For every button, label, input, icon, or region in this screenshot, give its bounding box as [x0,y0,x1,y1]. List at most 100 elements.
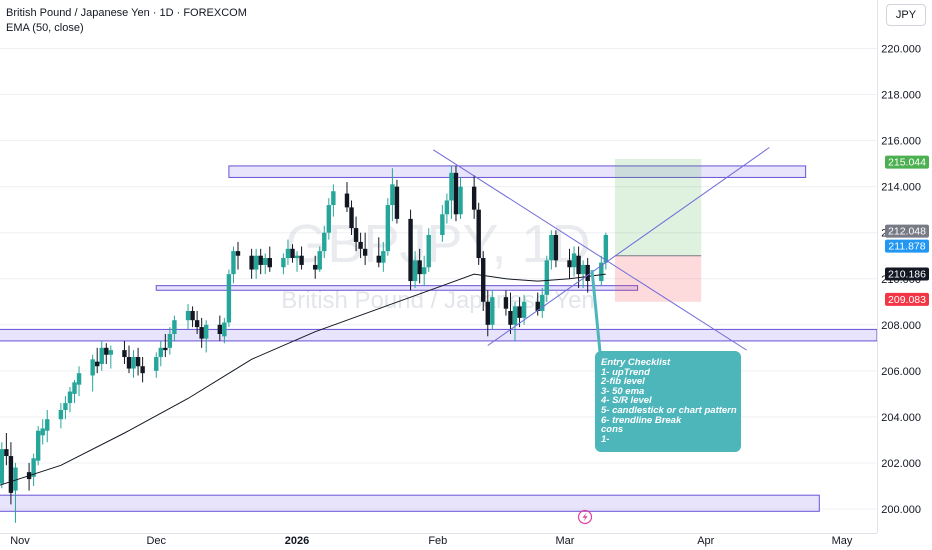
y-tick-label: 202.000 [881,458,921,470]
candle-body [104,347,109,355]
candle-body [72,382,77,394]
ema-legend[interactable]: EMA (50, close) [6,22,84,34]
note-line: 5- candlestick or chart pattern [601,404,737,416]
candle-body [481,258,486,302]
candle-body [544,260,550,295]
candle-body [408,218,413,282]
candle-body [0,449,5,484]
candle-body [381,251,386,263]
y-tick-label: 200.000 [881,504,921,516]
price-tag [885,292,929,306]
candle-body [63,403,68,410]
candle-body [76,373,82,385]
x-tick-label: 2026 [285,535,309,547]
ema-line [0,273,606,486]
candle-body [217,324,223,335]
note-line: cons [601,424,624,436]
candle-body [249,255,254,270]
long-position-tool[interactable] [614,159,702,302]
y-tick-label: 204.000 [881,412,921,424]
candle-body [35,430,41,461]
sr-zones[interactable] [0,165,878,512]
y-tick-label: 220.000 [881,44,921,56]
candle-body [40,428,45,436]
candle-body [485,301,490,325]
price-tag [885,224,929,238]
candle-body [576,255,581,275]
candle-body [222,322,227,337]
candle-body [394,186,400,219]
sr-zone [228,165,807,178]
price-tag-label: 215.044 [888,157,926,169]
note-line: Entry Checklist [601,357,671,368]
candle-body [285,248,291,259]
candle-body [549,235,554,261]
candle-body [126,357,132,369]
entry-checklist-note[interactable]: Entry Checklist 1- upTrend 2-fib level 3- 5… [595,351,741,452]
lightning-icon[interactable] [577,509,593,525]
y-tick-label: 216.000 [881,136,921,148]
candle-body [13,467,18,491]
candle-body [190,310,195,321]
profit-zone [614,159,702,256]
candle-body [194,320,200,328]
price-tag-label: 212.048 [888,226,926,238]
candle-body [567,260,572,268]
candle-body [299,255,304,265]
candle-body [45,419,50,431]
price-tag [885,155,929,169]
candle-body [281,258,286,268]
candle-body [90,359,95,376]
candle-body [199,327,204,339]
candle-body [344,193,350,208]
candle-body [317,251,322,270]
candle-body [231,251,236,275]
candle-body [140,366,145,374]
candle-body [131,357,136,369]
currency-button[interactable]: JPY [886,4,926,26]
candle-body [31,458,36,477]
price-tag-label: 210.186 [888,268,926,280]
candle-body [331,191,336,206]
trendlines[interactable] [433,147,770,351]
candle-body [580,264,586,275]
y-tick-label: 214.000 [881,182,921,194]
candle-body [458,186,463,215]
time-axis[interactable]: Nov Dec 2026 Feb Mar Apr May [0,533,877,548]
candle-body [235,251,241,256]
candle-body [172,320,177,335]
candle-body [122,350,127,358]
y-tick-label: 206.000 [881,366,921,378]
chart-title: British Pound / Japanese Yen · 1D · FORE… [6,7,247,19]
candle-body [58,409,64,420]
note-line: 4- S/R level [601,395,652,407]
price-tags: 215.044 212.048 211.878 210.186 209.083 [885,155,929,306]
candle-body [8,456,14,493]
candle-body [503,297,509,309]
note-line: 3- 50 ema [601,385,645,397]
candle-body [508,310,513,325]
note-line: 1- upTrend [601,366,650,378]
x-tick-label: Apr [697,535,714,547]
candle-body [490,297,495,325]
candle-body [4,449,9,457]
candle-body [540,294,545,311]
candle-body [349,207,354,229]
watermark-symbol: GBPJPY, 1D [285,214,590,274]
candle-body [253,255,259,270]
candle-body [95,361,100,367]
candle-body [449,172,454,201]
sr-zone [0,328,878,342]
candle-body [163,347,168,351]
candle-body [154,357,159,371]
candle-body [290,248,295,259]
candle-body [322,232,327,252]
candle-body [158,347,163,358]
note-line: 6- trendline Break [601,414,682,426]
trendline [433,149,747,351]
price-tag [885,267,929,281]
candle-body [385,205,391,252]
x-tick-label: Mar [555,535,574,547]
note-line: 1- [601,433,610,445]
